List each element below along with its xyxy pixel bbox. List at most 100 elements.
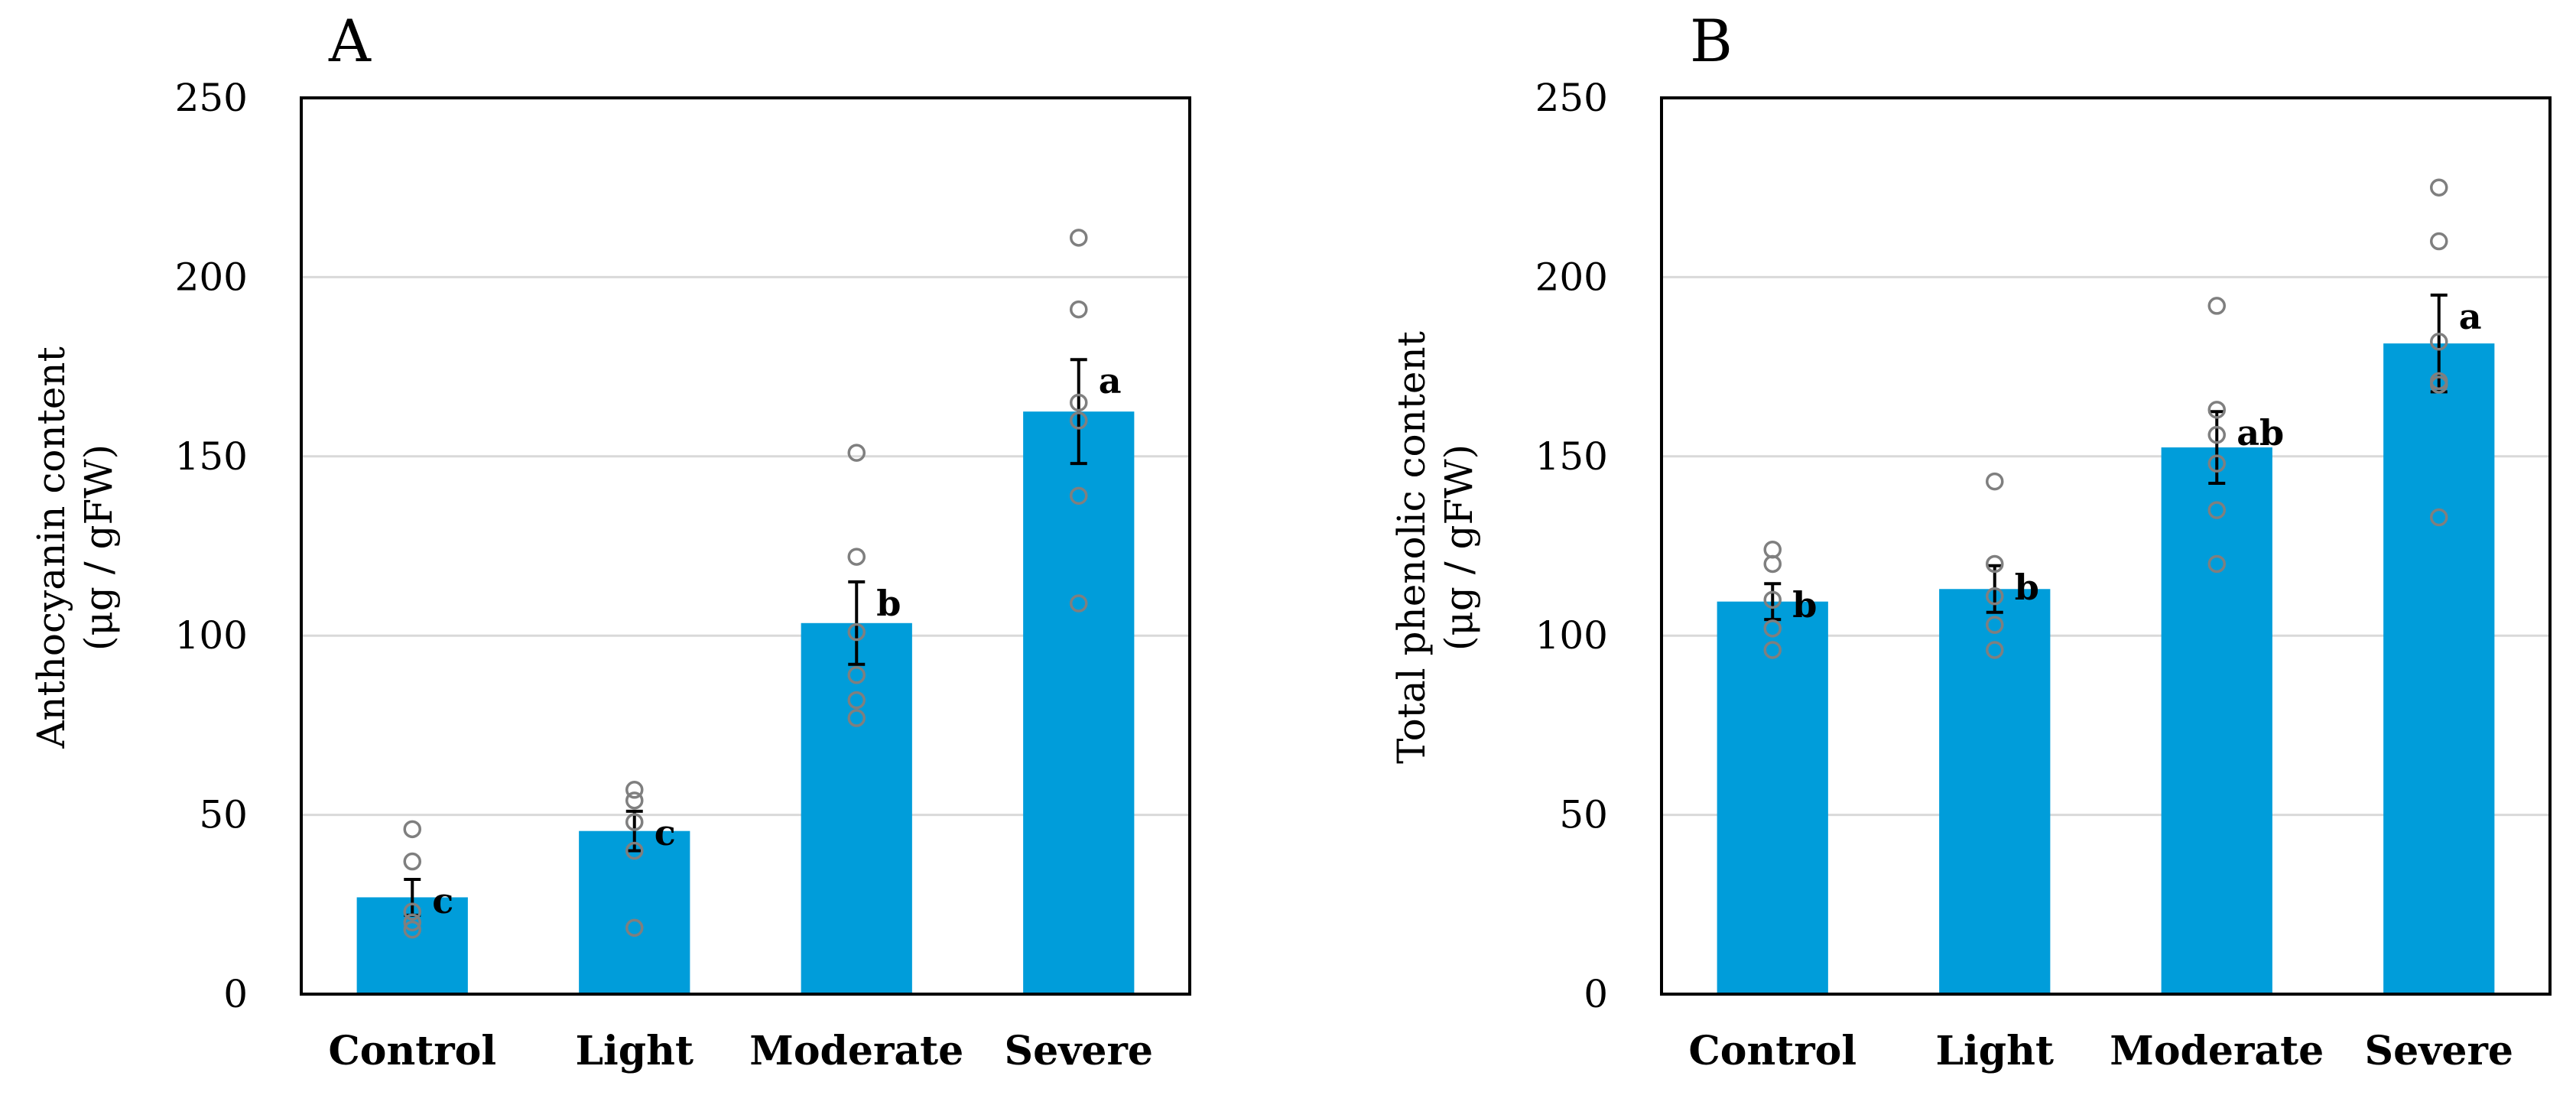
- data-point: [403, 852, 421, 871]
- data-point: [847, 709, 866, 727]
- data-point: [1986, 472, 2004, 491]
- data-point: [847, 622, 866, 642]
- y-axis-title-line1: Total phenolic content: [1389, 331, 1434, 764]
- y-tick-label: 150: [1535, 434, 1608, 479]
- data-point: [1070, 411, 1088, 430]
- x-tick-label: Moderate: [749, 1028, 963, 1074]
- data-point: [847, 548, 866, 566]
- bar-severe: [2383, 343, 2495, 994]
- y-tick-labels: 0 50 100 150 200 250: [1535, 76, 1608, 1016]
- data-point: [403, 913, 421, 931]
- panel-b: B Total phenolic content (μg / gFW) b b ab…: [1389, 7, 2552, 1074]
- data-point: [2430, 232, 2448, 251]
- data-point: [2207, 501, 2226, 519]
- data-point: [625, 813, 644, 831]
- significance-label: c: [432, 880, 453, 921]
- data-point: [2207, 401, 2226, 419]
- data-point: [1763, 540, 1782, 559]
- data-point: [1763, 619, 1782, 638]
- data-point: [625, 918, 644, 938]
- y-tick-label: 0: [1584, 972, 1608, 1016]
- data-point: [2430, 508, 2448, 527]
- x-tick-label: Light: [575, 1028, 694, 1074]
- x-tick-label: Control: [1688, 1028, 1856, 1074]
- data-point: [625, 791, 644, 810]
- data-point: [403, 820, 421, 839]
- significance-label: b: [876, 583, 901, 624]
- data-point: [1070, 594, 1088, 613]
- data-point: [2207, 297, 2226, 315]
- data-point: [1763, 590, 1782, 609]
- bar-light: [579, 830, 690, 994]
- data-point: [2430, 333, 2448, 351]
- bar-moderate: [2161, 447, 2272, 994]
- panel-a: A Anthocyanin content (μg / gFW) c c b a 0 5…: [29, 7, 1191, 1074]
- y-tick-label: 250: [1535, 76, 1608, 120]
- data-points: [1763, 178, 2448, 659]
- significance-labels: c c b a: [432, 360, 1121, 921]
- bar-control: [1717, 601, 1828, 994]
- data-point: [2207, 425, 2226, 444]
- data-point: [1070, 486, 1088, 505]
- significance-label: b: [2015, 567, 2039, 608]
- bars: [356, 411, 1135, 994]
- data-points: [403, 229, 1088, 939]
- y-tick-label: 50: [199, 793, 248, 837]
- significance-label: a: [2459, 296, 2482, 337]
- data-point: [1986, 587, 2004, 606]
- panel-label: B: [1690, 7, 1733, 75]
- x-tick-label: Severe: [2365, 1028, 2513, 1074]
- plot-area-frame: [300, 96, 1191, 996]
- data-point: [847, 691, 866, 710]
- y-tick-labels: 0 50 100 150 200 250: [175, 76, 248, 1016]
- bar-moderate: [801, 622, 912, 994]
- data-point: [403, 902, 421, 921]
- y-tick-label: 0: [223, 972, 248, 1016]
- data-point: [847, 444, 866, 462]
- bar-light: [1939, 589, 2051, 994]
- data-point: [2207, 554, 2226, 574]
- y-axis-title-line2: (μg / gFW): [1437, 444, 1481, 651]
- significance-label: c: [655, 812, 676, 853]
- data-point: [1763, 641, 1782, 659]
- data-point: [1986, 641, 2004, 659]
- y-tick-label: 200: [1535, 255, 1608, 299]
- data-point: [2430, 178, 2448, 197]
- data-point: [1070, 393, 1088, 412]
- data-point: [847, 666, 866, 684]
- y-axis-title-line1: Anthocyanin content: [29, 346, 73, 749]
- data-point: [1986, 554, 2004, 574]
- error-bars: [404, 358, 1087, 917]
- y-tick-label: 100: [175, 613, 248, 658]
- data-point: [1763, 554, 1782, 574]
- x-tick-label: Light: [1935, 1028, 2054, 1074]
- panel-label: A: [328, 7, 372, 75]
- data-point: [2430, 375, 2448, 394]
- data-point: [625, 781, 644, 799]
- data-point: [1070, 229, 1088, 247]
- x-tick-label: Severe: [1005, 1028, 1153, 1074]
- significance-labels: b b ab a: [1792, 296, 2481, 626]
- significance-label: a: [1099, 360, 1122, 401]
- x-tick-labels: Control Light Moderate Severe: [1688, 1028, 2513, 1074]
- y-axis-title-line2: (μg / gFW): [76, 444, 121, 651]
- data-point: [625, 841, 644, 860]
- data-point: [1070, 300, 1088, 319]
- bars: [1717, 343, 2495, 994]
- y-tick-label: 100: [1535, 613, 1608, 658]
- y-tick-label: 250: [175, 76, 248, 120]
- bar-severe: [1023, 411, 1135, 994]
- significance-label: ab: [2237, 412, 2284, 453]
- plot-area-frame: [1660, 96, 2552, 996]
- x-tick-label: Moderate: [2110, 1028, 2324, 1074]
- x-tick-label: Control: [328, 1028, 496, 1074]
- significance-label: b: [1792, 584, 1817, 626]
- y-tick-label: 150: [175, 434, 248, 479]
- y-tick-label: 50: [1559, 793, 1608, 837]
- data-point: [1986, 616, 2004, 634]
- x-tick-labels: Control Light Moderate Severe: [328, 1028, 1153, 1074]
- y-tick-label: 200: [175, 255, 248, 299]
- data-point: [403, 920, 421, 939]
- data-point: [2207, 454, 2226, 473]
